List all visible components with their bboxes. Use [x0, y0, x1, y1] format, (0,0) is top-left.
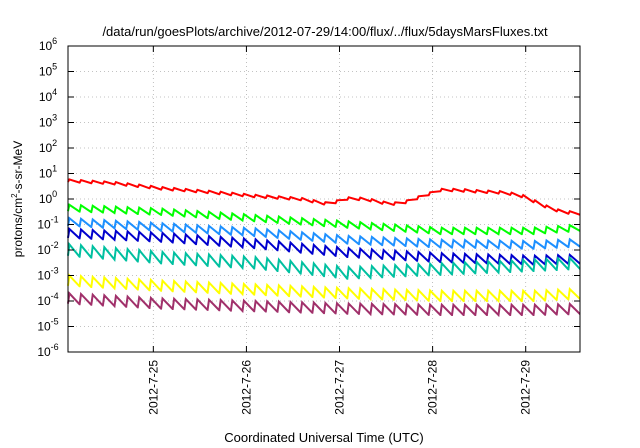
y-tick-label-exponent: 4 [52, 87, 57, 97]
series-line-2 [67, 203, 581, 236]
y-tick-label-exponent: -1 [51, 215, 59, 225]
y-tick-label-exponent: -3 [51, 266, 59, 276]
y-tick-label-exponent: -2 [51, 240, 59, 250]
y-tick-label-exponent: -6 [51, 342, 59, 352]
series-line-5 [67, 241, 581, 280]
x-ticks: 2012-7-25 2012-7-26 2012-7-27 2012-7-28 2012… [146, 46, 533, 415]
x-tick-label: 2012-7-29 [519, 360, 533, 415]
y-tick-label-base: 10 [37, 294, 51, 308]
y-tick-label: 105 [39, 62, 57, 79]
y-tick-label-exponent: 1 [52, 164, 57, 174]
x-tick-label: 2012-7-25 [146, 360, 160, 415]
y-tick-label: 10-6 [37, 342, 58, 359]
y-axis-label-suffix: -s-sr-MeV [11, 141, 25, 194]
y-tick-label-base: 10 [39, 39, 53, 53]
chart-title: /data/run/goesPlots/archive/2012-07-29/1… [102, 24, 548, 39]
y-tick-label: 106 [39, 36, 57, 53]
y-tick-label-base: 10 [37, 320, 51, 334]
y-tick-label-base: 10 [37, 345, 51, 359]
y-tick-label-base: 10 [37, 218, 51, 232]
y-tick-label: 102 [39, 138, 57, 155]
y-ticks: 10-610-510-410-310-210-11001011021031041… [37, 36, 580, 359]
y-tick-label: 101 [39, 164, 57, 181]
y-tick-label-base: 10 [39, 116, 53, 130]
series-line-3 [67, 216, 581, 250]
y-tick-label: 100 [39, 189, 57, 206]
series-layer [67, 178, 581, 318]
y-tick-label: 10-2 [37, 240, 58, 257]
y-tick-label-base: 10 [39, 141, 53, 155]
y-tick-label-exponent: -4 [51, 291, 59, 301]
y-tick-label: 10-3 [37, 266, 58, 283]
y-tick-label-base: 10 [37, 243, 51, 257]
x-tick-label: 2012-7-27 [333, 360, 347, 415]
series-line-4 [67, 226, 581, 266]
x-tick-label: 2012-7-26 [239, 360, 253, 415]
y-tick-label-base: 10 [39, 167, 53, 181]
y-tick-label-exponent: 6 [52, 36, 57, 46]
y-tick-label: 104 [39, 87, 57, 104]
y-tick-label: 10-4 [37, 291, 58, 308]
y-axis-label-prefix: protons/cm [11, 198, 25, 257]
y-axis-label-superscript: 2 [10, 193, 19, 198]
y-tick-label: 103 [39, 113, 57, 130]
y-tick-label: 10-5 [37, 317, 58, 334]
y-tick-label-exponent: 0 [52, 189, 57, 199]
series-line-7 [67, 291, 581, 318]
x-axis-label: Coordinated Universal Time (UTC) [224, 430, 423, 445]
y-tick-label-base: 10 [39, 65, 53, 79]
series-line-6 [67, 273, 581, 304]
y-tick-label-base: 10 [39, 192, 53, 206]
x-tick-label: 2012-7-28 [426, 360, 440, 415]
y-tick-label: 10-1 [37, 215, 58, 232]
y-tick-label-exponent: 5 [52, 62, 57, 72]
series-line-1 [67, 178, 581, 216]
y-tick-label-base: 10 [37, 269, 51, 283]
y-tick-label-exponent: 2 [52, 138, 57, 148]
y-axis-label: protons/cm2-s-sr-MeV [10, 141, 25, 257]
y-tick-label-exponent: -5 [51, 317, 59, 327]
y-tick-label-exponent: 3 [52, 113, 57, 123]
y-tick-label-base: 10 [39, 90, 53, 104]
